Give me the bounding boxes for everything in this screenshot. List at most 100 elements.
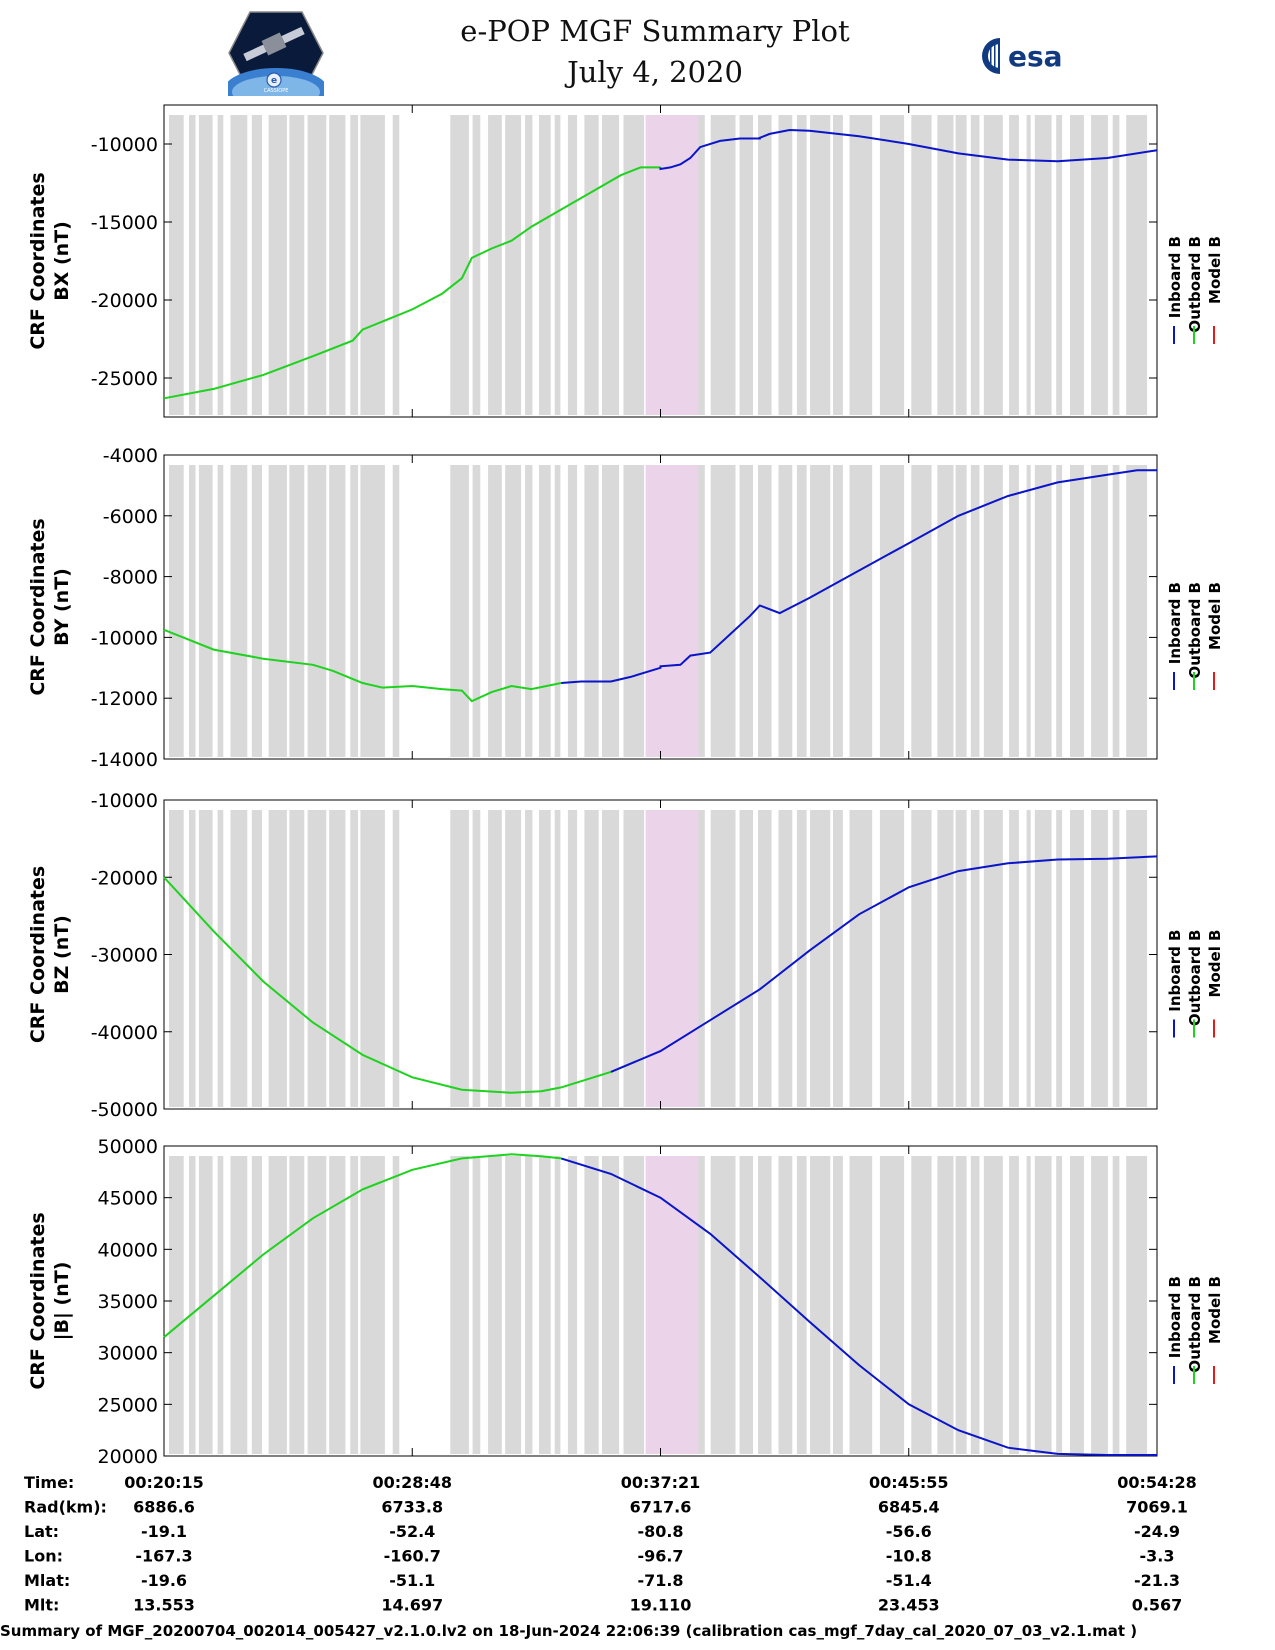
ephemeris-value: -10.8 [886, 1547, 932, 1566]
legend: Inboard B Outboard B Model B [1166, 1276, 1224, 1384]
shade-bar [567, 1156, 578, 1454]
shade-bar [879, 465, 905, 757]
footer-caption: Summary of MGF_20200704_002014_005427_v2… [0, 1622, 1138, 1640]
shade-bar [1126, 465, 1148, 757]
shade-bar [554, 810, 561, 1107]
shade-bar [392, 1156, 400, 1454]
y-tick-label: -30000 [91, 945, 158, 967]
shade-bar [1056, 115, 1063, 415]
shade-bar [350, 1156, 359, 1454]
y-tick-label: 40000 [98, 1239, 158, 1261]
svg-text:e: e [271, 76, 277, 86]
y-tick-label: -50000 [91, 1099, 158, 1121]
shade-bar [329, 465, 346, 757]
shade-bar [488, 1156, 502, 1454]
y-tick-label: 30000 [98, 1343, 158, 1365]
shade-bar [392, 465, 400, 757]
shade-bar [937, 810, 954, 1107]
y-axis-label: CRF Coordinates [27, 866, 49, 1043]
shade-bar [525, 115, 533, 415]
shade-bar [1091, 1156, 1108, 1454]
panel-2: -14000 -12000 -10000 -8000 -6000 -4000 CRF Coo… [27, 445, 1224, 771]
shade-bar [796, 1156, 807, 1454]
shade-bar [1112, 1156, 1120, 1454]
shade-bar [911, 115, 932, 415]
ephemeris-value: 0.567 [1132, 1596, 1183, 1615]
shade-bar [833, 810, 843, 1107]
shade-bar [251, 465, 262, 757]
shade-bar [567, 115, 578, 415]
legend: Inboard B Outboard B Model B [1166, 930, 1224, 1038]
y-tick-label: 25000 [98, 1394, 158, 1416]
esa-logo: esa [982, 38, 1063, 74]
shade-bar [584, 1156, 599, 1454]
y-tick-label: -10000 [91, 134, 158, 156]
legend-label: Inboard B [1166, 930, 1184, 1012]
shade-bar [623, 1156, 645, 1454]
shade-bar [554, 465, 561, 757]
y-tick-label: 50000 [98, 1136, 158, 1158]
shade-bar [1026, 115, 1031, 415]
row-label: Lon: [24, 1547, 63, 1566]
legend-label: Model B [1206, 236, 1224, 304]
y-axis-label: CRF Coordinates [27, 172, 49, 349]
shade-bar [189, 810, 196, 1107]
shade-bar [472, 115, 481, 415]
shade-bar [710, 810, 736, 1107]
y-tick-label: -10000 [91, 790, 158, 812]
shade-bar [360, 1156, 385, 1454]
y-tick-label: -20000 [91, 290, 158, 312]
shade-bar [955, 810, 967, 1107]
ephemeris-value: -56.6 [886, 1522, 932, 1541]
y-tick-label: -6000 [103, 506, 158, 528]
shade-bar [937, 465, 954, 757]
shade-bar [525, 1156, 533, 1454]
y-axis-label: BX (nT) [51, 221, 73, 301]
ephemeris-value: 6717.6 [630, 1498, 692, 1517]
shade-bar [539, 465, 551, 757]
shade-bar [796, 115, 807, 415]
shade-bar [849, 465, 873, 757]
ephemeris-value: -80.8 [637, 1522, 683, 1541]
shade-bar [169, 1156, 184, 1454]
shade-bar [1126, 115, 1148, 415]
x-tick-label: 00:45:55 [869, 1473, 949, 1492]
y-axis-label: BY (nT) [51, 568, 73, 646]
x-tick-label: 00:54:28 [1117, 1473, 1197, 1492]
shade-bar [623, 810, 645, 1107]
shade-bar [849, 115, 873, 415]
shade-bar [217, 810, 224, 1107]
shade-bar [1112, 115, 1120, 415]
shade-bar [645, 115, 699, 415]
shade-bar [758, 465, 772, 757]
shade-bar [1112, 465, 1120, 757]
shade-bar [350, 810, 359, 1107]
row-label: Lat: [24, 1522, 59, 1541]
shade-bar [1026, 810, 1031, 1107]
shade-bar [849, 1156, 873, 1454]
shade-bar [1091, 810, 1108, 1107]
shade-bar [289, 465, 305, 757]
shade-bar [645, 1156, 699, 1454]
shade-bar [983, 810, 1003, 1107]
y-tick-label: -25000 [91, 368, 158, 390]
ephemeris-value: 13.553 [133, 1596, 195, 1615]
shade-bar [505, 465, 522, 757]
legend-label: Model B [1206, 1276, 1224, 1344]
shade-bar [198, 1156, 213, 1454]
shade-bar [217, 115, 224, 415]
shade-bar [758, 1156, 772, 1454]
shade-bar [230, 810, 248, 1107]
shade-bar [189, 115, 196, 415]
shade-bar [710, 465, 736, 757]
y-tick-label: -4000 [103, 445, 158, 467]
shade-bar [758, 115, 772, 415]
y-tick-label: -10000 [91, 627, 158, 649]
row-label: Mlt: [24, 1596, 59, 1615]
shade-bar [217, 465, 224, 757]
shade-bar [505, 1156, 522, 1454]
ephemeris-value: 6845.4 [878, 1498, 940, 1517]
shade-bar [307, 810, 327, 1107]
shade-bar [268, 810, 287, 1107]
